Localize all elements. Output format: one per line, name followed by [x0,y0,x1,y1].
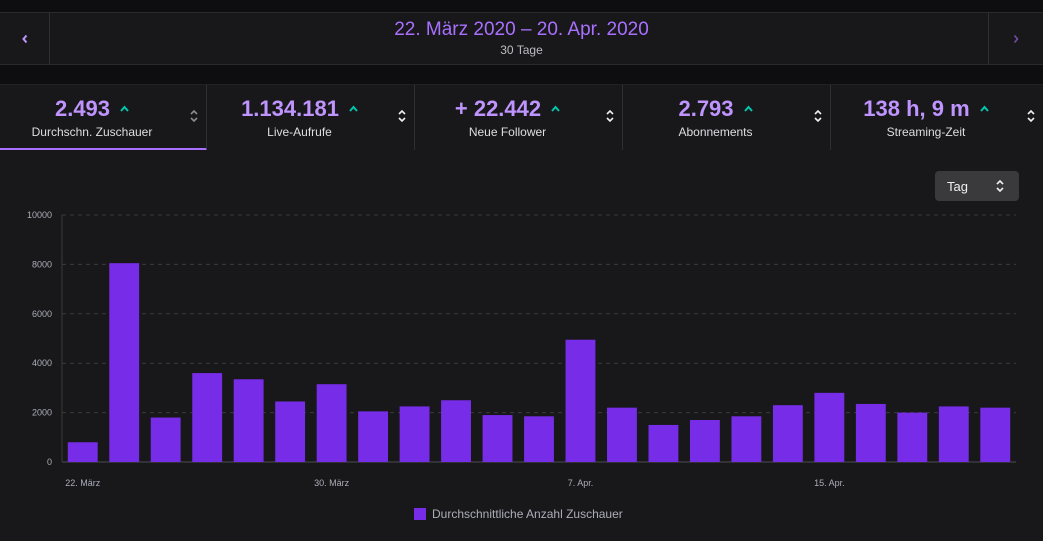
bar[interactable] [316,384,347,462]
chart-legend[interactable]: Durchschnittliche Anzahl Zuschauer [414,507,623,521]
stat-value: 1.134.181 [241,96,339,121]
bar[interactable] [565,339,596,462]
granularity-select[interactable]: Tag [935,171,1019,201]
trend-up-icon [551,105,560,112]
x-tick-label: 30. März [314,478,350,488]
legend-label: Durchschnittliche Anzahl Zuschauer [432,507,623,521]
bar[interactable] [109,263,140,462]
x-tick-label: 22. März [65,478,101,488]
date-range-subtitle: 30 Tage [500,43,543,57]
stat-value: 138 h, 9 m [863,96,970,121]
bar[interactable] [772,405,803,462]
stat-tab-live-views[interactable]: 1.134.181 Live-Aufrufe [207,85,415,151]
bar[interactable] [731,416,762,462]
stat-value: 2.793 [678,96,734,121]
bar[interactable] [938,406,969,462]
bar[interactable] [150,417,181,462]
trend-up-icon [120,105,129,112]
stat-label: Abonnements [678,125,753,139]
date-range-bar: 22. März 2020 – 20. Apr. 2020 30 Tage [0,12,1043,65]
bar[interactable] [358,411,389,462]
bar[interactable] [689,420,720,462]
x-tick-label: 15. Apr. [814,478,845,488]
y-tick-label: 6000 [32,309,52,319]
sort-arrows-icon[interactable] [397,108,407,124]
granularity-value: Tag [947,179,968,194]
bar[interactable] [441,400,471,462]
legend-swatch [414,508,426,520]
stat-label: Live-Aufrufe [267,125,332,139]
bar[interactable] [399,406,430,462]
chevron-right-icon [1013,34,1019,44]
stat-value: + 22.442 [454,96,542,121]
stat-label: Durchschn. Zuschauer [31,125,153,139]
y-tick-label: 10000 [27,210,52,220]
sort-arrows-icon[interactable] [813,108,823,124]
stat-tab-new-followers[interactable]: + 22.442 Neue Follower [415,85,623,151]
bar[interactable] [192,373,223,462]
stat-label: Neue Follower [468,125,547,139]
sort-arrows-icon[interactable] [189,108,199,124]
previous-period-button[interactable] [0,13,50,65]
stat-value: 2.493 [54,96,111,121]
stats-row: 2.493 Durchschn. Zuschauer 1.134.181 Liv… [0,84,1043,151]
sort-arrows-icon [996,179,1004,193]
y-tick-label: 2000 [32,408,52,418]
trend-up-icon [979,105,989,112]
bar[interactable] [275,401,306,462]
bar[interactable] [524,416,554,462]
date-range-title[interactable]: 22. März 2020 – 20. Apr. 2020 [394,19,649,40]
bar[interactable] [648,424,679,462]
bar[interactable] [233,379,264,462]
x-tick-label: 7. Apr. [568,478,594,488]
bar[interactable] [855,403,886,462]
next-period-button[interactable] [988,13,1043,65]
sort-arrows-icon[interactable] [605,108,615,124]
y-tick-label: 4000 [32,358,52,368]
trend-up-icon [743,105,753,112]
bar[interactable] [897,412,928,462]
bar[interactable] [814,392,845,462]
bar[interactable] [607,407,637,462]
stat-tab-streaming-time[interactable]: 138 h, 9 m Streaming-Zeit [831,85,1043,151]
y-tick-label: 0 [47,457,52,467]
stat-tab-subscriptions[interactable]: 2.793 Abonnements [623,85,831,151]
sort-arrows-icon[interactable] [1026,108,1036,124]
chevron-left-icon [21,34,27,44]
y-tick-label: 8000 [32,259,52,269]
bar[interactable] [482,415,513,462]
trend-up-icon [349,105,358,112]
bar[interactable] [980,407,1011,462]
bar[interactable] [67,442,98,462]
stat-tab-average-viewers[interactable]: 2.493 Durchschn. Zuschauer [0,85,207,151]
stat-label: Streaming-Zeit [886,125,966,139]
